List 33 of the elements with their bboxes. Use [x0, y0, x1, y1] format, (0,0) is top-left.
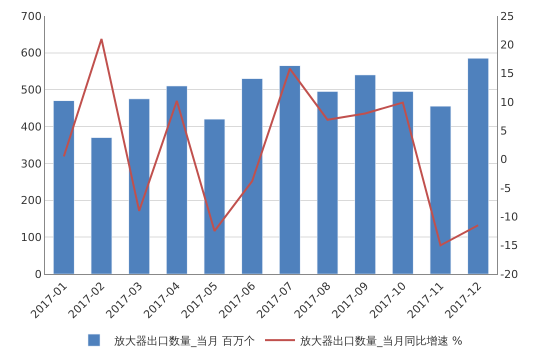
y-tick-label: 100	[20, 230, 42, 244]
bar	[430, 106, 452, 274]
line-series	[62, 38, 480, 246]
bar	[242, 78, 263, 274]
y2-tick-label: 25	[500, 10, 514, 23]
bar	[90, 137, 112, 274]
y2-tick-label: -15	[500, 239, 518, 252]
bar	[204, 118, 226, 274]
y2-tick-label: 10	[500, 96, 514, 109]
bar	[53, 100, 74, 274]
bar	[468, 58, 489, 274]
y2-tick-label: -5	[500, 182, 512, 195]
y2-tick-label: 0	[500, 153, 508, 166]
y-tick-label: 0	[34, 268, 42, 281]
y2-tick-label: -10	[500, 210, 518, 224]
y2-tick-label: -20	[500, 268, 518, 281]
y-tick-label: 200	[20, 194, 42, 208]
y2-tick-label: 5	[500, 124, 508, 138]
bar	[279, 66, 300, 274]
y-tick-label: 700	[20, 10, 42, 23]
bar	[166, 86, 188, 274]
y-tick-label: 600	[20, 46, 42, 60]
y2-tick-label: 15	[500, 67, 514, 80]
y-tick-label: 300	[20, 157, 42, 170]
legend-label: 放大器出口数量_当月 百万个	[114, 334, 255, 348]
y-tick-label: 500	[20, 84, 42, 97]
bar	[392, 91, 414, 274]
y-tick-label: 400	[20, 120, 42, 134]
bar	[316, 91, 338, 274]
y2-tick-label: 20	[500, 38, 514, 52]
bar	[128, 98, 150, 274]
legend-label: 放大器出口数量_当月同比增速 %	[300, 334, 462, 348]
bar	[354, 74, 376, 274]
